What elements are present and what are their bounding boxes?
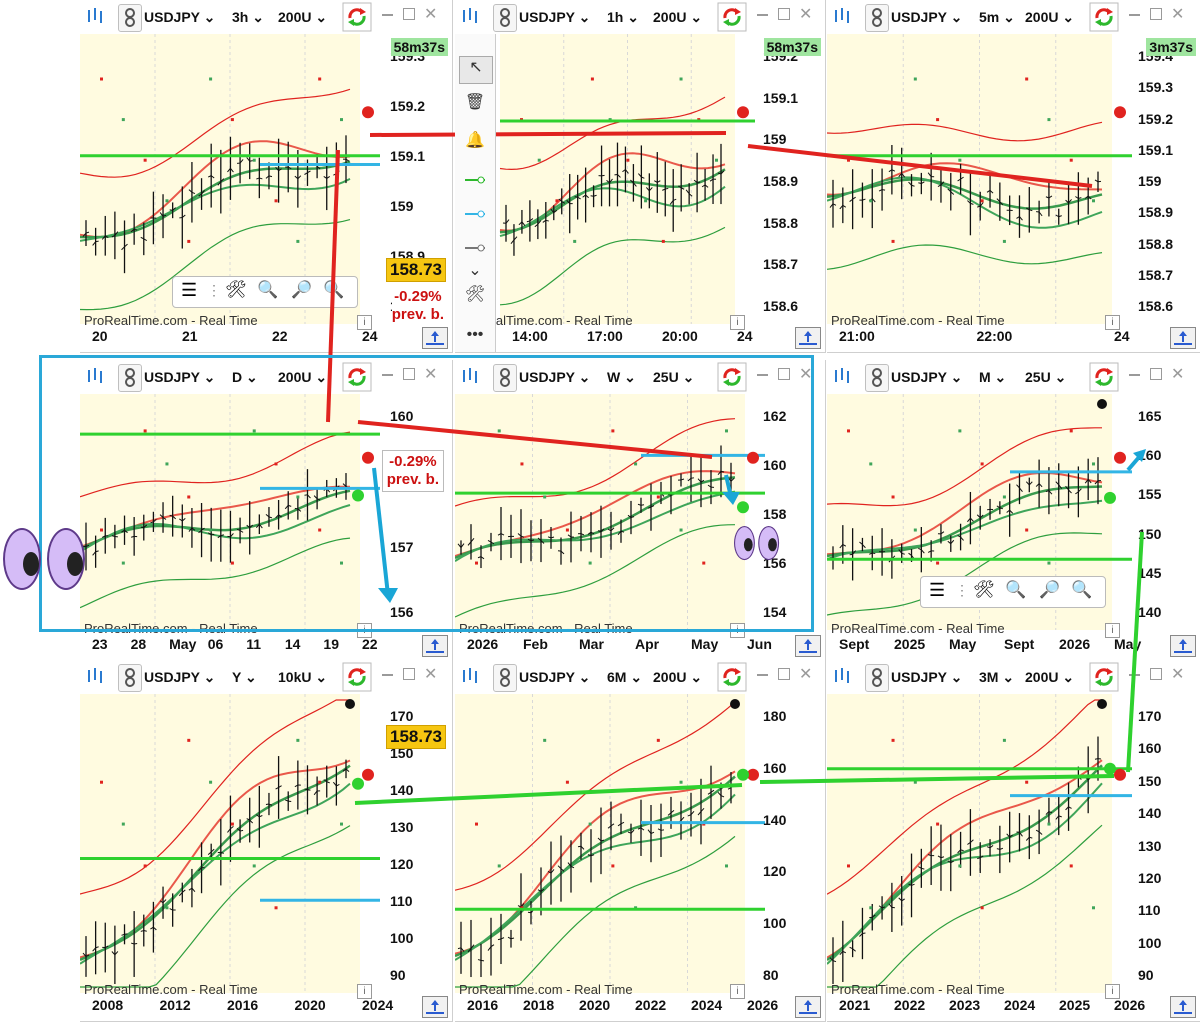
tools-settings-icon[interactable]: 🛠 bbox=[459, 284, 491, 310]
cursor-tool[interactable]: ↖ bbox=[459, 56, 493, 84]
blue-line-tool[interactable] bbox=[459, 204, 491, 230]
eyes-emoji-left bbox=[3, 528, 89, 592]
chevron-down-icon[interactable]: ⌄ bbox=[459, 260, 491, 286]
eyes-emoji-right bbox=[734, 526, 781, 561]
alert-bell-icon[interactable]: 🔔 bbox=[459, 130, 491, 156]
more-icon[interactable]: ••• bbox=[459, 326, 491, 352]
green-line-tool[interactable] bbox=[459, 170, 491, 196]
trash-icon[interactable]: 🗑 bbox=[459, 92, 491, 118]
drawing-toolbar: ↖ 🗑 🔔 ⌄ 🛠 ••• bbox=[455, 34, 496, 352]
